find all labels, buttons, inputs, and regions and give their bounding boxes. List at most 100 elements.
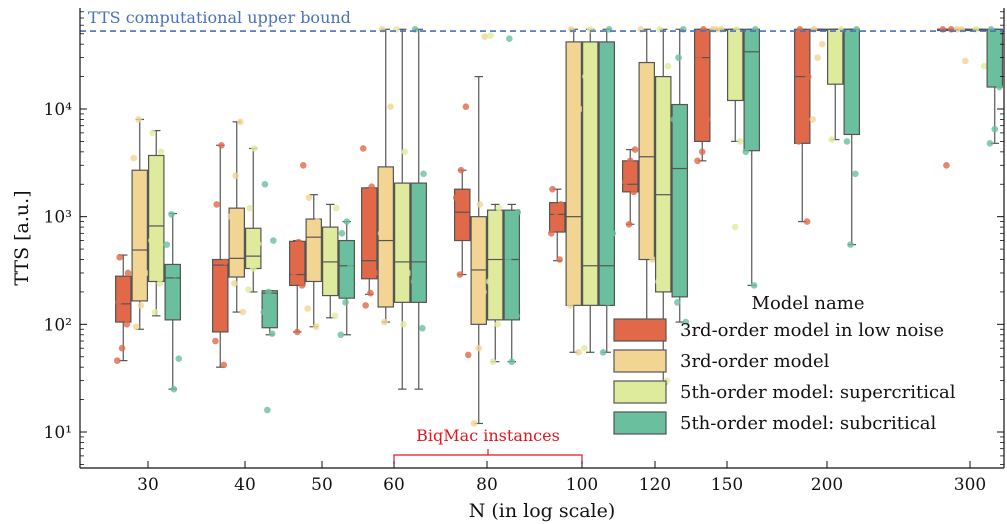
y-tick-label: 10² — [44, 315, 72, 335]
iqr-box — [693, 28, 711, 143]
sample-point — [264, 406, 271, 414]
biqmac-label: BiqMac instances — [416, 426, 560, 445]
iqr-box — [114, 275, 132, 323]
box-n40-series-3 — [260, 180, 279, 414]
sample-point — [123, 321, 131, 328]
sample-point — [314, 218, 321, 225]
iqr-box — [548, 202, 566, 233]
sample-point — [221, 258, 229, 266]
sample-point — [338, 230, 346, 237]
sample-point — [116, 253, 123, 261]
sample-point — [547, 230, 555, 237]
box-n40-series-0 — [212, 142, 229, 369]
sample-point — [113, 357, 121, 364]
sample-point — [828, 136, 835, 143]
sample-point — [138, 194, 146, 202]
sample-point — [670, 116, 678, 123]
sample-point — [400, 321, 407, 328]
sample-point — [462, 103, 470, 111]
sample-point — [481, 33, 489, 40]
sample-point — [362, 302, 369, 309]
sample-point — [549, 185, 556, 193]
sample-point — [552, 208, 560, 216]
sample-point — [641, 180, 648, 188]
box-n300-series-0 — [936, 25, 955, 169]
sample-point — [557, 201, 565, 208]
box-n150-series-0 — [693, 25, 711, 165]
sample-point — [795, 138, 802, 145]
box-n40-series-1 — [227, 118, 247, 316]
box-n200-series-0 — [793, 25, 812, 225]
sample-point — [381, 318, 388, 326]
sample-point — [682, 318, 690, 326]
sample-point — [312, 323, 320, 331]
box-n30-series-2 — [148, 129, 165, 317]
x-tick-label: 50 — [311, 475, 333, 495]
sample-point — [331, 312, 339, 320]
legend-label-2: 5th-order model: supercritical — [680, 382, 956, 403]
sample-point — [731, 223, 739, 231]
iqr-box — [726, 28, 744, 102]
sample-point — [295, 238, 302, 246]
iqr-box — [245, 227, 262, 270]
y-axis-title: TTS [a.u.] — [11, 190, 33, 285]
iqr-box — [565, 41, 582, 306]
sample-point — [167, 305, 174, 312]
sample-point — [371, 269, 379, 277]
sample-point — [152, 204, 160, 212]
box-n30-series-1 — [130, 116, 150, 331]
sample-point — [962, 57, 969, 65]
sample-point — [601, 116, 608, 123]
iqr-box — [212, 258, 229, 333]
box-n200-series-1 — [809, 25, 827, 123]
sample-point — [386, 288, 393, 296]
sample-point — [410, 278, 418, 285]
sample-point — [367, 289, 374, 297]
sample-point — [495, 204, 503, 212]
sample-point — [814, 54, 821, 61]
sample-point — [489, 358, 497, 365]
sample-point — [464, 351, 472, 359]
box-n80-series-2 — [485, 32, 504, 365]
sample-point — [235, 247, 243, 255]
sample-point — [847, 241, 854, 248]
sample-point — [347, 261, 354, 268]
sample-point — [571, 218, 579, 225]
sample-point — [254, 240, 262, 248]
sample-point — [342, 299, 349, 306]
iqr-box — [289, 240, 306, 286]
sample-point — [337, 331, 345, 339]
sample-point — [848, 73, 856, 80]
x-tick-label: 300 — [954, 475, 986, 495]
sample-point — [132, 323, 140, 331]
sample-point — [260, 308, 268, 316]
sample-point — [293, 328, 301, 336]
iqr-box — [986, 28, 1003, 88]
sample-point — [625, 220, 633, 228]
sample-point — [504, 256, 512, 263]
legend: Model name 3rd-order model in low noise 3r… — [613, 293, 956, 435]
sample-point — [980, 62, 988, 70]
sample-point — [991, 125, 999, 133]
x-tick-label: 60 — [383, 475, 405, 495]
y-tick-label: 10⁴ — [44, 100, 73, 120]
iqr-box — [743, 28, 760, 152]
sample-point — [809, 116, 817, 123]
sample-point — [148, 237, 155, 244]
sample-point — [576, 105, 584, 113]
sample-point — [298, 282, 306, 289]
box-n300-series-2 — [969, 25, 988, 70]
sample-point — [237, 118, 244, 126]
sample-point — [678, 204, 686, 212]
box-n150-series-3 — [742, 25, 760, 289]
sample-point — [142, 269, 150, 277]
sample-point — [404, 269, 412, 277]
sample-point — [508, 358, 516, 365]
axes: 10¹ 10² 10³ 10⁴ 30 40 50 60 80 100 120 150 200 300 N (… — [11, 8, 1005, 522]
sample-point — [480, 288, 487, 296]
sample-point — [401, 148, 408, 156]
sample-point — [212, 337, 219, 345]
box-n200-series-2 — [826, 25, 845, 143]
legend-title: Model name — [752, 293, 865, 314]
sample-point — [490, 230, 498, 237]
